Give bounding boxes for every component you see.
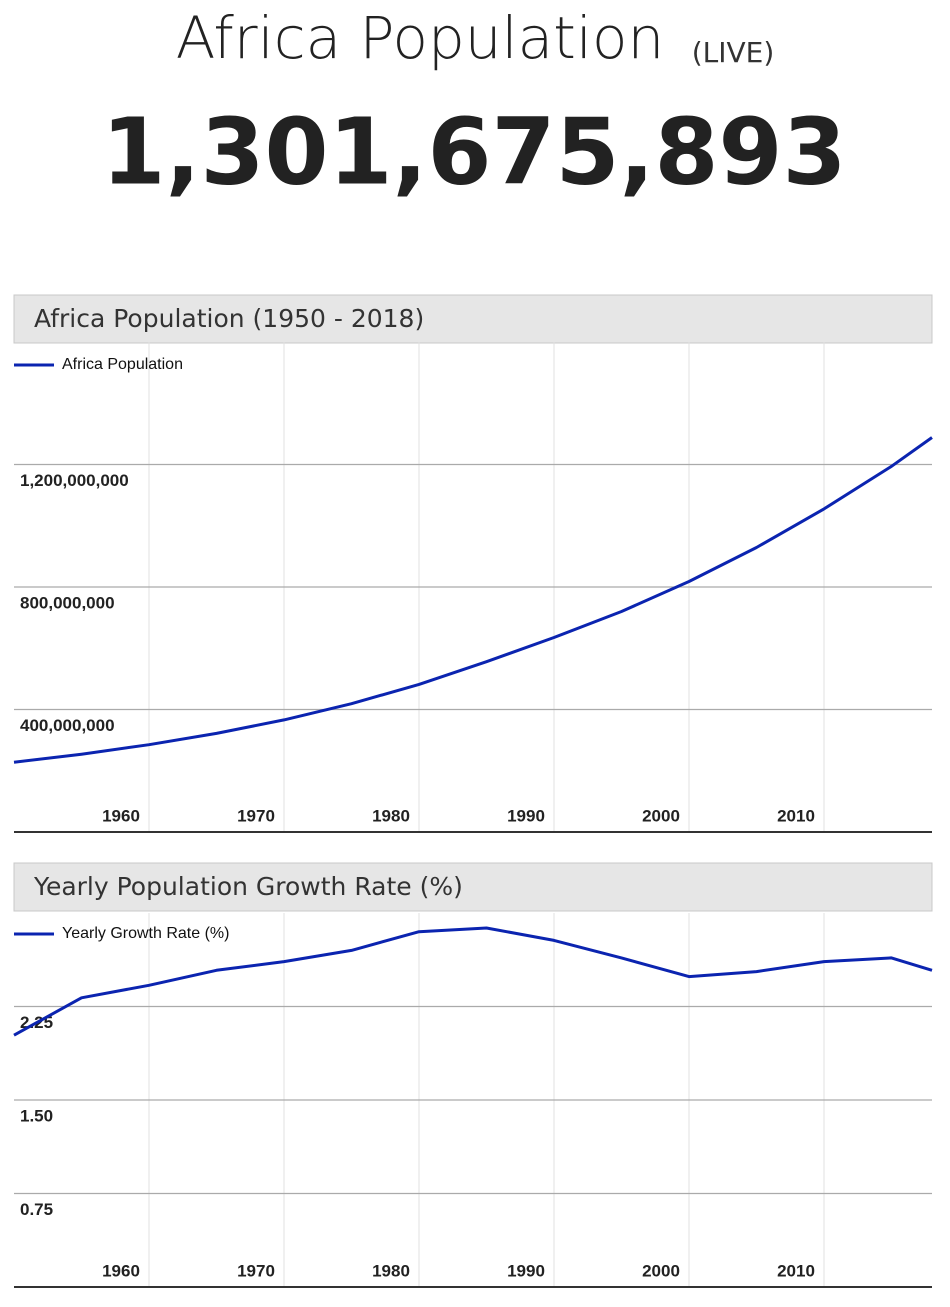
x-tick-label: 1990 (507, 806, 545, 825)
x-tick-label: 2010 (777, 1261, 815, 1280)
panel-header (13, 294, 933, 344)
legend-label: Yearly Growth Rate (%) (62, 925, 229, 942)
x-tick-label: 1970 (237, 1261, 275, 1280)
panel-header (13, 862, 933, 912)
x-tick-label: 1990 (507, 1261, 545, 1280)
y-tick-label: 400,000,000 (20, 716, 115, 735)
line-series (13, 926, 933, 1037)
live-counter: 1,301,675,893 (102, 98, 847, 205)
y-tick-label: 1,200,000,000 (20, 471, 129, 490)
x-tick-label: 2010 (777, 806, 815, 825)
x-tick-label: 1960 (102, 1261, 140, 1280)
y-tick-label: 1.50 (20, 1106, 53, 1125)
page-title: Africa Population (176, 4, 665, 72)
chart-title: Africa Population (1950 - 2018) (34, 304, 424, 333)
x-tick-label: 2000 (642, 806, 680, 825)
x-tick-label: 2000 (642, 1261, 680, 1280)
live-badge: (LIVE) (692, 36, 775, 69)
x-tick-label: 1970 (237, 806, 275, 825)
x-tick-label: 1960 (102, 806, 140, 825)
y-tick-label: 0.75 (20, 1200, 53, 1219)
legend-label: Africa Population (62, 356, 183, 373)
x-tick-label: 1980 (372, 1261, 410, 1280)
chart-title: Yearly Population Growth Rate (%) (33, 872, 463, 901)
x-tick-label: 1980 (372, 806, 410, 825)
y-tick-label: 800,000,000 (20, 593, 115, 612)
line-series (13, 436, 933, 764)
